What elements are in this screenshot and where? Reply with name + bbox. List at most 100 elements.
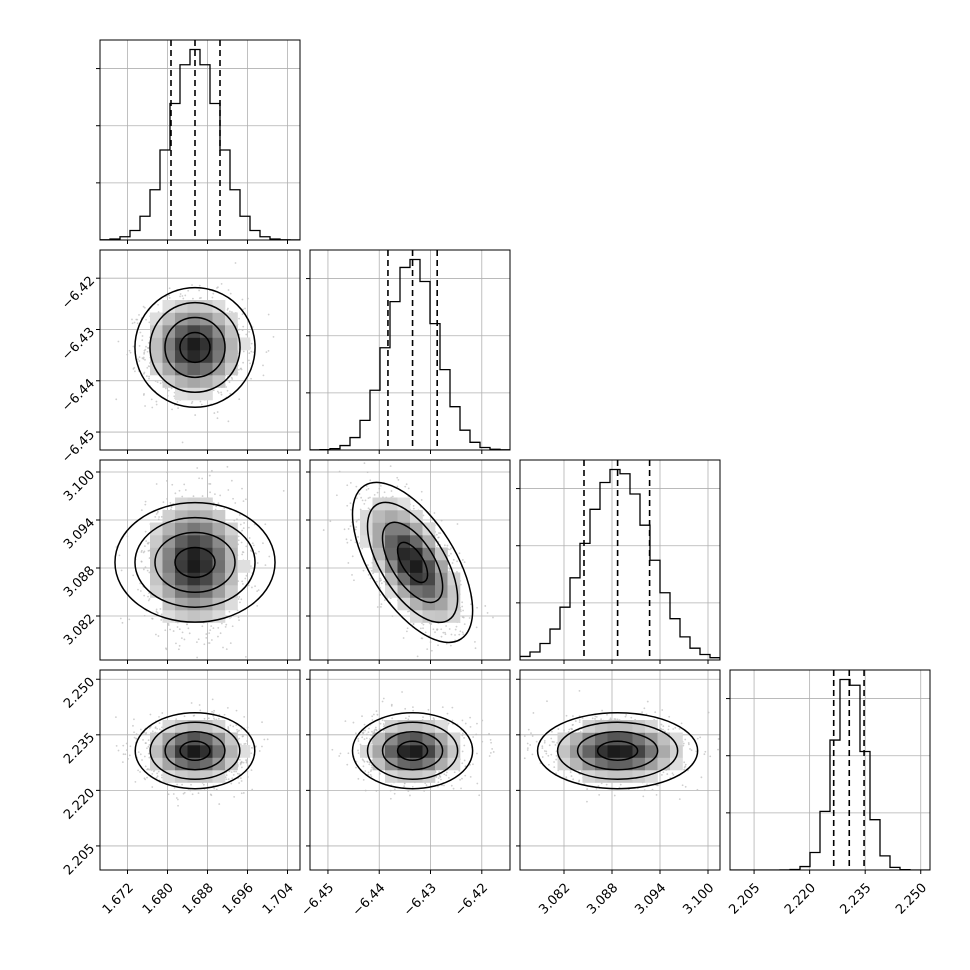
scatter-point <box>219 494 222 497</box>
scatter-point <box>131 322 134 325</box>
scatter-point <box>138 314 140 316</box>
density-cell <box>225 535 238 548</box>
scatter-point <box>248 330 251 333</box>
scatter-point <box>412 507 415 510</box>
contour-level-0 <box>174 546 216 579</box>
scatter-point <box>208 642 211 644</box>
density-cell <box>200 325 213 338</box>
y-tick-label: 3.082 <box>61 611 98 648</box>
density-cell <box>175 325 188 338</box>
scatter-point <box>233 795 236 798</box>
density-cell <box>410 585 423 598</box>
scatter-point <box>238 737 241 740</box>
scatter-point <box>145 540 148 542</box>
scatter-point <box>251 788 254 791</box>
scatter-point <box>378 482 381 485</box>
scatter-point <box>191 400 194 403</box>
scatter-point <box>251 542 254 545</box>
density-cell <box>385 497 398 511</box>
scatter-point <box>440 635 443 638</box>
scatter-point <box>463 561 466 564</box>
scatter-point <box>241 329 244 332</box>
scatter-point <box>211 710 213 713</box>
scatter-point <box>159 608 162 610</box>
scatter-point <box>184 294 187 297</box>
scatter-point <box>238 328 241 331</box>
density-cell <box>200 597 213 611</box>
scatter-point <box>343 528 346 531</box>
panel-content <box>100 250 300 450</box>
scatter-point <box>129 351 132 354</box>
density-cell <box>175 547 188 561</box>
scatter-point <box>444 633 447 636</box>
scatter-point <box>405 630 408 633</box>
histogram-1 <box>310 258 510 450</box>
scatter-point <box>362 569 365 572</box>
scatter-point <box>220 393 223 396</box>
contour-level-2 <box>366 501 459 624</box>
scatter-point <box>151 786 154 788</box>
density-cell <box>150 560 163 573</box>
scatter-point <box>254 585 256 588</box>
scatter-point <box>458 633 461 636</box>
panel-0-0 <box>96 39 301 244</box>
density-cell <box>225 560 238 573</box>
scatter-point <box>225 778 228 781</box>
scatter-point <box>367 497 370 500</box>
scatter-point <box>143 306 146 309</box>
scatter-point <box>416 655 419 658</box>
scatter-point <box>160 619 163 621</box>
scatter-point <box>126 353 129 356</box>
density-cell <box>175 585 188 598</box>
scatter-point <box>155 608 158 611</box>
scatter-point <box>227 307 229 310</box>
scatter-point <box>474 647 477 650</box>
scatter-point <box>357 518 360 521</box>
scatter-point <box>180 637 183 640</box>
scatter-point <box>189 789 192 792</box>
scatter-point <box>168 296 171 299</box>
scatter-point <box>397 479 400 481</box>
y-tick-label: −6.43 <box>59 325 98 364</box>
scatter-point <box>206 642 209 644</box>
scatter-point <box>169 502 172 504</box>
scatter-point <box>121 621 124 624</box>
scatter-point <box>176 401 179 403</box>
scatter-point <box>155 400 158 403</box>
scatter-point <box>250 342 253 345</box>
scatter-point <box>253 523 256 526</box>
density-cell <box>187 325 201 338</box>
scatter-point <box>238 596 241 598</box>
scatter-point <box>434 631 436 634</box>
scatter-point <box>369 479 372 482</box>
scatter-point <box>370 569 373 572</box>
scatter-point <box>226 389 229 392</box>
scatter-point <box>228 381 231 383</box>
scatter-point <box>164 629 167 632</box>
scatter-point <box>205 636 208 639</box>
scatter-point <box>178 644 181 647</box>
scatter-point <box>448 554 450 557</box>
scatter-point <box>210 639 213 641</box>
scatter-point <box>160 613 163 616</box>
scatter-point <box>225 386 228 388</box>
scatter-point <box>461 631 464 634</box>
scatter-point <box>128 618 131 621</box>
scatter-point <box>131 318 133 321</box>
scatter-point <box>429 510 432 513</box>
scatter-point <box>461 559 464 561</box>
scatter-point <box>402 637 405 639</box>
density-cell <box>225 585 238 598</box>
scatter-point <box>244 307 246 310</box>
scatter-point <box>190 402 193 405</box>
contour-level-0 <box>396 541 429 584</box>
scatter-point <box>188 632 191 635</box>
scatter-point <box>437 674 439 676</box>
scatter-point <box>360 496 363 499</box>
scatter-point <box>448 568 451 570</box>
scatter-point <box>137 358 139 361</box>
scatter-point <box>132 724 134 727</box>
scatter-point <box>141 335 144 337</box>
scatter-point <box>450 633 453 636</box>
density-cell <box>187 510 201 523</box>
